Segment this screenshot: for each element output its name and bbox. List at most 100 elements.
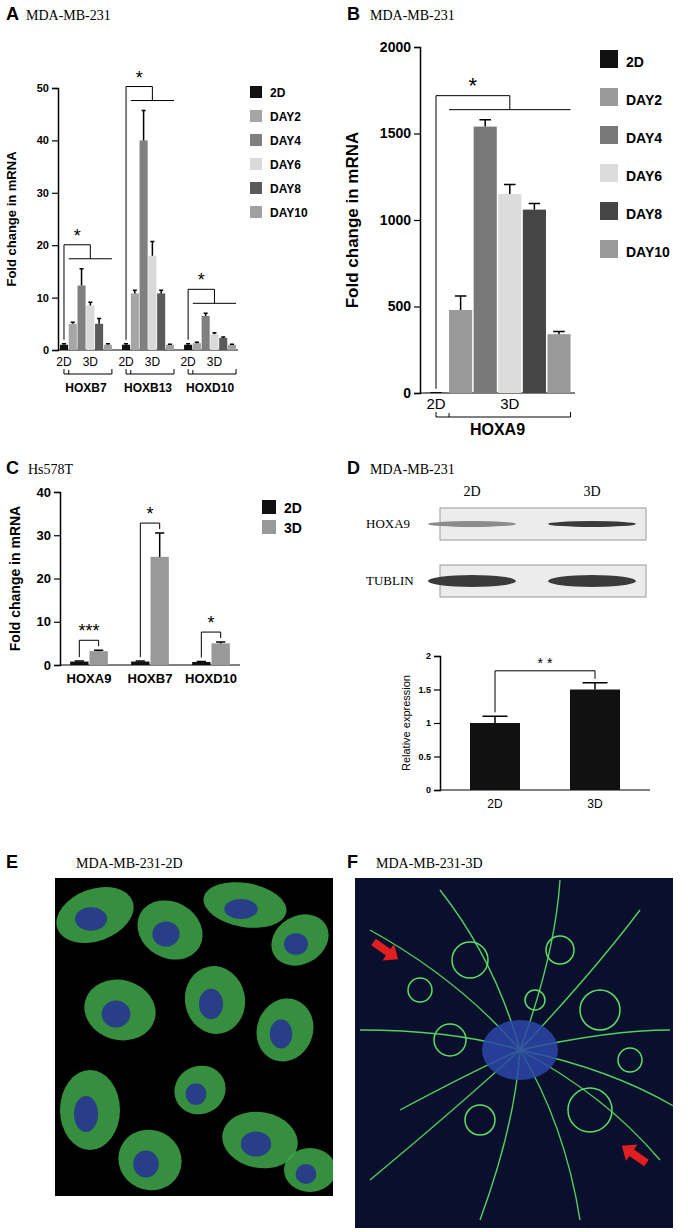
- sublabel: 2D: [118, 355, 134, 369]
- bar: [122, 345, 130, 350]
- cell-outline: [452, 942, 488, 978]
- image-background: [355, 878, 673, 1228]
- y-axis: 00.511.52: [418, 651, 440, 795]
- y-tick-mark: [434, 790, 440, 791]
- y-axis-title: Fold change in mRNA: [343, 132, 362, 309]
- legend-label: DAY10: [270, 206, 308, 220]
- y-tick-label: 20: [37, 239, 49, 251]
- y-tick-label: 0: [426, 785, 431, 795]
- nucleus: [75, 907, 107, 930]
- nucleus: [241, 1131, 271, 1156]
- error-bar: [168, 343, 172, 345]
- y-tick: 10: [37, 614, 60, 629]
- sublabel: 3D: [83, 355, 99, 369]
- category-label: 2D: [487, 797, 503, 811]
- y-tick: 40: [37, 134, 58, 146]
- y-tick: 2000: [380, 39, 420, 55]
- error-bar: [430, 392, 442, 393]
- y-tick-label: 10: [37, 292, 49, 304]
- legend-entry: 2D: [250, 86, 286, 100]
- bar: [148, 256, 156, 350]
- cell: [127, 889, 214, 971]
- error-bar: [230, 343, 234, 345]
- y-tick: 1.5: [418, 685, 440, 695]
- legend-swatch: [250, 206, 262, 218]
- error-bar: [583, 683, 608, 690]
- cell-outline: [580, 990, 620, 1030]
- bar: [69, 324, 77, 350]
- y-axis-line: [414, 48, 421, 394]
- cell: [248, 990, 323, 1069]
- plot: 01020304050Fold change in mRNA2D3DHOXB72…: [4, 68, 238, 395]
- y-tick-label: 1500: [380, 125, 411, 141]
- plot: 010203040Fold change in mRNAHOXA9HOXB7HO…: [7, 485, 240, 686]
- legend-swatch: [600, 202, 618, 220]
- y-tick-label: 30: [37, 187, 49, 199]
- bar: [140, 140, 148, 350]
- cell: [55, 878, 141, 953]
- error-bar: [221, 337, 225, 338]
- y-tick-mark: [414, 133, 420, 134]
- sublabel: 2D: [426, 395, 445, 412]
- bar: [523, 210, 546, 393]
- category-label: HOXD10: [185, 671, 237, 686]
- y-tick-label: 40: [37, 134, 49, 146]
- cell: [166, 1057, 233, 1122]
- y-tick-label: 500: [388, 298, 412, 314]
- nucleus: [270, 1020, 292, 1049]
- legend-entry: DAY8: [250, 182, 301, 196]
- y-tick: 30: [37, 187, 58, 199]
- legend-swatch: [600, 88, 618, 106]
- bar: [184, 345, 192, 350]
- bar: [131, 293, 139, 350]
- legend-label: 2D: [626, 54, 644, 70]
- significance: *: [198, 270, 205, 290]
- error-bar: [204, 313, 208, 316]
- y-tick-mark: [434, 689, 440, 690]
- cell-outline: [465, 1105, 495, 1135]
- y-tick-mark: [414, 220, 420, 221]
- cell-outline: [434, 1024, 466, 1056]
- panel-letter: F: [347, 852, 358, 872]
- cell: [77, 972, 162, 1049]
- bar: [202, 316, 210, 350]
- cell-outline: [618, 1048, 642, 1072]
- legend-entry: DAY6: [250, 158, 301, 172]
- panel-title: MDA-MB-231: [370, 462, 455, 477]
- bar: [150, 557, 168, 665]
- y-tick-mark: [414, 393, 420, 394]
- y-axis-title: Relative expression: [400, 675, 412, 771]
- blot-band: [428, 575, 516, 587]
- cell: [200, 878, 290, 934]
- error-bar: [479, 120, 491, 127]
- panel-letter: D: [347, 458, 360, 478]
- y-tick-label: 1.5: [418, 685, 431, 695]
- arrow: [616, 1138, 652, 1172]
- error-bar: [71, 322, 75, 324]
- y-tick: 20: [37, 239, 58, 251]
- bar: [86, 305, 94, 350]
- error-bar: [155, 533, 164, 557]
- marks: [470, 683, 620, 790]
- legend-entry: DAY2: [600, 88, 662, 108]
- bar: [95, 324, 103, 350]
- panel-title: MDA-MB-231-3D: [376, 856, 483, 871]
- y-tick-mark: [54, 665, 60, 666]
- bracket: [436, 412, 571, 417]
- y-tick-label: 2: [426, 651, 431, 661]
- y-tick-label: 0: [44, 658, 51, 673]
- y-tick-label: 0.5: [418, 752, 431, 762]
- nucleus: [133, 1151, 159, 1178]
- cell: [284, 1148, 333, 1192]
- error-bar: [94, 650, 103, 652]
- y-tick: 1500: [380, 125, 420, 141]
- error-bar: [483, 716, 508, 723]
- cell: [60, 1070, 120, 1150]
- error-bar: [97, 319, 101, 324]
- significance-bracket: [201, 632, 220, 657]
- y-tick-mark: [434, 723, 440, 724]
- significance-bracket: [188, 289, 236, 339]
- nucleus: [296, 1164, 317, 1184]
- y-tick-label: 0: [43, 344, 49, 356]
- y-tick-label: 50: [37, 82, 49, 94]
